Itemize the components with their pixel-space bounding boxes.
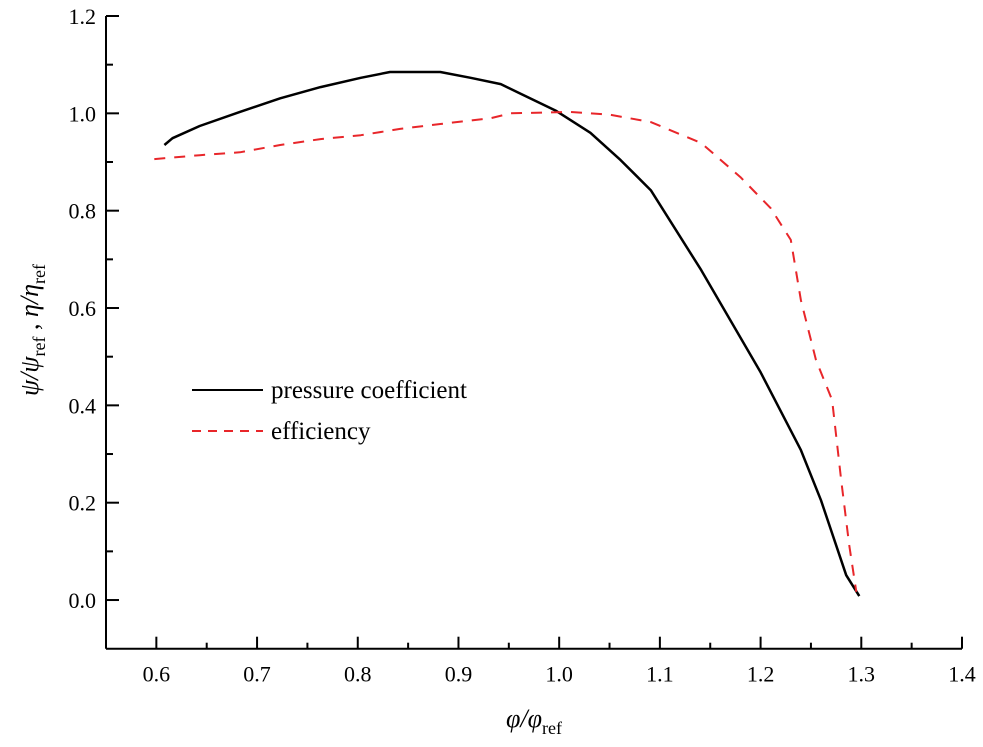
y-tick-label: 0.0 xyxy=(69,588,97,613)
y-tick-label: 1.0 xyxy=(69,101,97,126)
y-tick-label: 0.8 xyxy=(69,199,97,224)
y-tick-label: 1.2 xyxy=(69,4,97,29)
x-axis-label: φ/φref xyxy=(506,704,562,738)
x-tick-label: 0.8 xyxy=(344,662,372,687)
x-tick-label: 1.1 xyxy=(646,662,674,687)
legend-item-pressure-coefficient: pressure coefficient xyxy=(192,377,467,404)
x-tick-label: 0.9 xyxy=(445,662,473,687)
x-tick-label: 0.6 xyxy=(143,662,171,687)
x-tick-label: 1.0 xyxy=(545,662,573,687)
y-axis-ticks: 0.0 0.2 0.4 0.6 0.8 1.0 1.2 xyxy=(69,4,119,613)
series-line-pressure-coefficient xyxy=(163,70,861,597)
y-tick-label: 0.2 xyxy=(69,491,97,516)
y-tick-label: 0.4 xyxy=(69,393,97,418)
x-tick-label: 1.2 xyxy=(747,662,775,687)
legend-label-pressure-coefficient: pressure coefficient xyxy=(271,377,467,404)
x-axis-ticks: 0.6 0.7 0.8 0.9 1.0 1.1 1.2 1.3 1.4 xyxy=(143,636,976,687)
legend-label-efficiency: efficiency xyxy=(271,418,371,445)
x-tick-label: 1.4 xyxy=(948,662,976,687)
legend: pressure coefficient efficiency xyxy=(192,377,467,445)
series-layer xyxy=(154,70,861,597)
axes xyxy=(105,16,962,650)
x-tick-label: 1.3 xyxy=(848,662,876,687)
y-tick-label: 0.6 xyxy=(69,296,97,321)
legend-item-efficiency: efficiency xyxy=(192,418,371,445)
y-axis-label: ψ/ψref , η/ηref xyxy=(15,264,49,396)
series-line-efficiency xyxy=(154,110,858,592)
x-tick-label: 0.7 xyxy=(243,662,271,687)
